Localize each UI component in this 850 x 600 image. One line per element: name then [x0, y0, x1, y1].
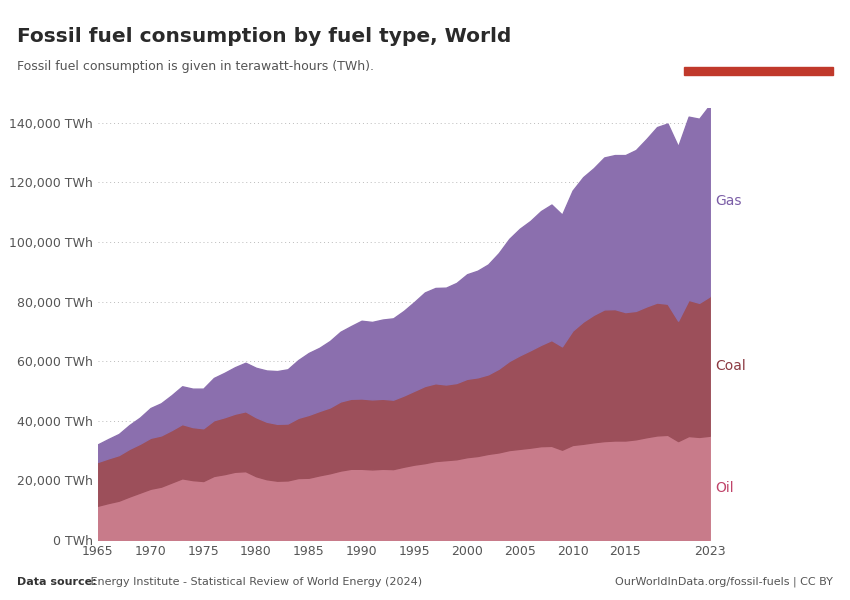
Text: Oil: Oil	[716, 481, 734, 495]
Text: in Data: in Data	[734, 44, 784, 58]
Text: Fossil fuel consumption is given in terawatt-hours (TWh).: Fossil fuel consumption is given in tera…	[17, 60, 374, 73]
Text: Data source:: Data source:	[17, 577, 97, 587]
Text: Energy Institute - Statistical Review of World Energy (2024): Energy Institute - Statistical Review of…	[87, 577, 422, 587]
Bar	[684, 67, 833, 75]
Text: OurWorldInData.org/fossil-fuels | CC BY: OurWorldInData.org/fossil-fuels | CC BY	[615, 576, 833, 587]
Text: Fossil fuel consumption by fuel type, World: Fossil fuel consumption by fuel type, Wo…	[17, 27, 512, 46]
Text: Coal: Coal	[716, 359, 746, 373]
Text: Our World: Our World	[723, 26, 794, 38]
Text: Gas: Gas	[716, 194, 742, 208]
